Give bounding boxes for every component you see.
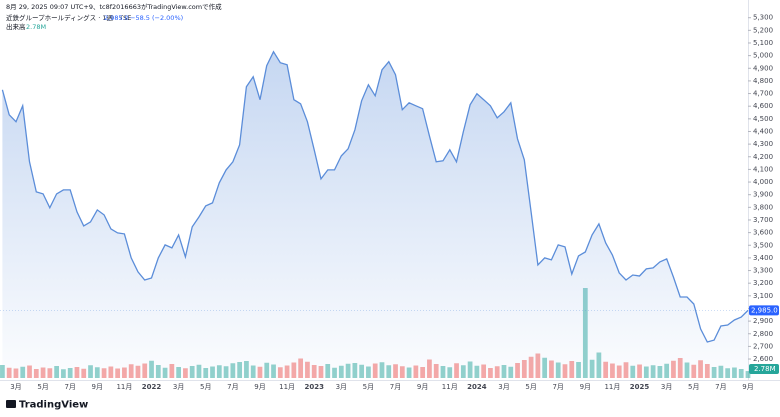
x-tick-label: 9月 [417,383,428,391]
y-tick-label: 3,500 [753,241,773,249]
x-tick-label: 9月 [92,383,103,391]
x-tick-label: 5月 [37,383,48,391]
x-tick-label: 2022 [142,383,162,391]
x-tick-label: 9月 [580,383,591,391]
y-tick-label: 4,600 [753,102,773,110]
logo-icon [6,400,16,408]
y-tick-label: 5,200 [753,26,773,34]
x-tick-label: 3月 [498,383,509,391]
x-tick-label: 2024 [467,383,487,391]
price-change: −58.5 (−2.00%) [130,14,183,22]
y-tick-label: 4,300 [753,140,773,148]
x-tick-label: 11月 [279,383,295,391]
x-tick-label: 7月 [552,383,563,391]
y-tick-label: 5,000 [753,52,773,60]
last-price-box [749,305,779,316]
y-tick-label: 4,900 [753,64,773,72]
y-tick-label: 4,100 [753,165,773,173]
volume-bar [0,365,5,378]
x-tick-label: 3月 [336,383,347,391]
y-tick-label: 5,300 [753,14,773,22]
y-tick-label: 2,600 [753,355,773,363]
y-tick-label: 3,200 [753,279,773,287]
y-tick-label: 4,500 [753,115,773,123]
last-volume-box [749,364,779,375]
x-tick-label: 5月 [200,383,211,391]
y-tick-label: 2,900 [753,317,773,325]
y-tick-label: 5,100 [753,39,773,47]
x-tick-label: 2023 [304,383,324,391]
x-tick-label: 11月 [604,383,620,391]
y-tick-label: 4,400 [753,127,773,135]
last-volume-box-label: 2.78M [754,365,776,373]
y-tick-label: 4,000 [753,178,773,186]
y-tick-label: 4,800 [753,77,773,85]
x-tick-label: 5月 [525,383,536,391]
last-price: 2,985.0 [104,14,129,22]
y-tick-label: 3,600 [753,229,773,237]
volume-value: 2.78M [26,23,46,31]
x-tick-label: 9月 [742,383,753,391]
y-tick-label: 4,700 [753,90,773,98]
x-tick-label: 7月 [64,383,75,391]
x-tick-label: 3月 [10,383,21,391]
y-tick-label: 2,800 [753,330,773,338]
x-tick-label: 3月 [661,383,672,391]
x-tick-label: 2025 [630,383,650,391]
x-tick-label: 11月 [442,383,458,391]
price-area [2,51,748,378]
y-tick-label: 3,700 [753,216,773,224]
x-tick-label: 3月 [173,383,184,391]
symbol: 近鉄グループホールディングス · 1週 · TSE [6,13,131,22]
x-tick-label: 7月 [227,383,238,391]
y-tick-label: 3,400 [753,254,773,262]
x-tick-label: 11月 [116,383,132,391]
y-tick-label: 2,700 [753,342,773,350]
x-tick-label: 5月 [688,383,699,391]
x-tick-label: 9月 [254,383,265,391]
volume-name: 出来高 [6,22,26,31]
logo: TradingView [19,400,88,411]
y-tick-label: 3,900 [753,191,773,199]
plot [0,50,751,378]
y-tick-label: 3,800 [753,203,773,211]
x-tick-label: 5月 [363,383,374,391]
created-note: 8月 29, 2025 09:07 UTC+9、tc8f2016663がTrad… [6,2,222,11]
y-tick-label: 3,300 [753,267,773,275]
y-tick-label: 4,200 [753,153,773,161]
x-tick-label: 7月 [715,383,726,391]
y-tick-label: 3,100 [753,292,773,300]
x-tick-label: 7月 [390,383,401,391]
price-line [1,50,749,343]
last-price-box-label: 2,985.0 [751,306,778,314]
